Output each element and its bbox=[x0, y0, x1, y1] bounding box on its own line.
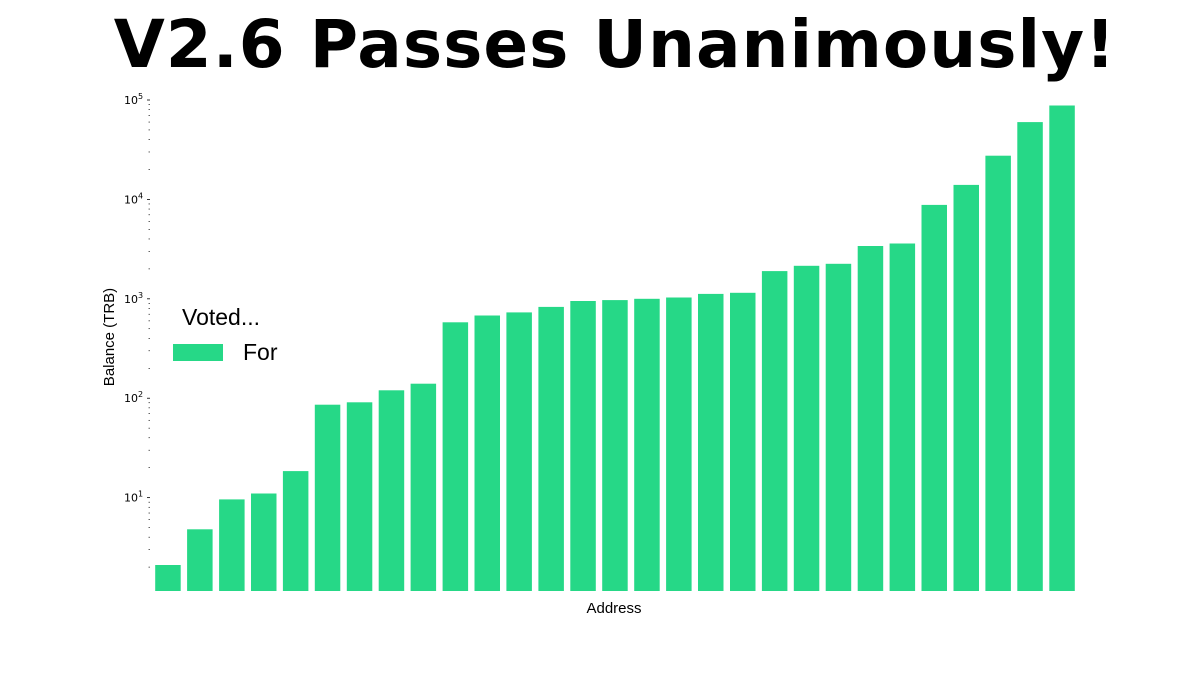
y-tick-label: 103 bbox=[124, 291, 143, 306]
x-axis-label: Address bbox=[586, 600, 641, 617]
bar-25 bbox=[921, 204, 947, 591]
legend-swatch-for bbox=[173, 344, 223, 361]
legend-title: Voted... bbox=[182, 304, 260, 330]
bar-19 bbox=[730, 292, 756, 591]
bar-24 bbox=[889, 243, 916, 591]
bar-9 bbox=[410, 383, 437, 591]
bar-28 bbox=[1017, 122, 1043, 591]
bar-11 bbox=[474, 315, 500, 591]
bar-6 bbox=[314, 404, 341, 591]
bar-20 bbox=[761, 271, 788, 591]
legend-label-for: For bbox=[243, 339, 278, 365]
bar-18 bbox=[698, 293, 724, 591]
y-tick-label: 105 bbox=[124, 92, 143, 107]
bar-14 bbox=[570, 301, 596, 591]
bar-16 bbox=[634, 298, 660, 591]
bar-4 bbox=[251, 493, 277, 591]
bar-17 bbox=[666, 297, 692, 591]
bar-8 bbox=[378, 390, 405, 591]
bar-27 bbox=[985, 155, 1011, 591]
bar-10 bbox=[442, 322, 469, 591]
legend: Voted... For bbox=[173, 304, 278, 365]
bar-23 bbox=[857, 246, 884, 591]
y-axis-label: Balance (TRB) bbox=[101, 288, 118, 386]
bar-15 bbox=[602, 300, 628, 591]
y-tick-label: 104 bbox=[124, 191, 143, 206]
bar-1 bbox=[155, 565, 181, 591]
y-tick-label: 102 bbox=[124, 390, 143, 405]
bar-22 bbox=[825, 263, 852, 591]
bar-12 bbox=[506, 312, 532, 591]
bar-21 bbox=[793, 265, 820, 591]
bar-3 bbox=[219, 499, 245, 591]
bar-2 bbox=[187, 529, 213, 591]
bar-5 bbox=[282, 471, 309, 591]
y-axis: 101 102 103 104 105 bbox=[124, 92, 150, 568]
chart-title: V2.6 Passes Unanimously! bbox=[113, 6, 1117, 83]
bar-29 bbox=[1049, 105, 1075, 591]
bar-7 bbox=[346, 402, 373, 591]
bar-13 bbox=[538, 306, 564, 591]
bar-26 bbox=[953, 184, 979, 591]
y-tick-label: 101 bbox=[124, 490, 143, 505]
plot-area bbox=[155, 105, 1075, 591]
